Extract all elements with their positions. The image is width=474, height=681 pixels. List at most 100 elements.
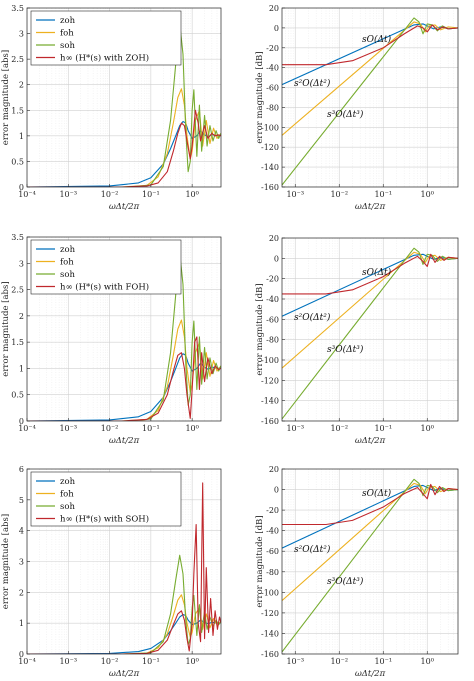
y-axis-label: error magnitude [dB]: [255, 51, 265, 143]
order-annotation: s³O(Δt³): [327, 576, 364, 587]
x-tick-label: 10⁻²: [101, 190, 119, 199]
legend-label-hinf: h∞ (H*(s) with SOH): [60, 514, 149, 525]
y-tick-label: -60: [266, 547, 279, 556]
y-tick-label: 2: [19, 588, 24, 597]
y-tick-label: 0: [19, 650, 24, 659]
series-hinf: [27, 336, 221, 421]
order-annotation: s²O(Δt²): [294, 544, 331, 555]
x-axis-label: ωΔt/2π: [355, 202, 386, 212]
y-tick-label: -40: [266, 64, 279, 73]
y-tick-label: -80: [266, 103, 279, 112]
chart-3: 10⁻⁴ 10⁻³ 10⁻² 10⁻¹ 10⁰ 0 0.5 1 1.5 2 2.5 3 3.5 ωΔt/2…: [1, 233, 222, 446]
x-tick-label: 10⁰: [185, 190, 198, 199]
y-axis-label: error magnitude [abs]: [1, 50, 11, 145]
x-tick-label: 10⁻⁴: [18, 657, 36, 666]
y-tick-label: -120: [261, 609, 279, 618]
legend-label-foh: foh: [60, 29, 74, 39]
y-tick-label: -160: [261, 650, 279, 659]
series-group: [27, 252, 221, 421]
x-axis-label: ωΔt/2π: [355, 436, 386, 446]
series-soh: [27, 252, 221, 421]
grid: [282, 469, 458, 654]
x-tick-label: 10⁻³: [59, 424, 77, 433]
y-tick-label: 2.5: [11, 286, 24, 295]
y-tick-label: 20: [269, 465, 279, 474]
y-tick-label: 0: [274, 254, 279, 263]
x-tick-label: 10⁰: [421, 657, 434, 666]
legend: zoh foh soh h∞ (H*(s) with SOH): [30, 471, 182, 527]
x-tick-label: 10⁻⁴: [18, 424, 36, 433]
series-soh: [282, 247, 458, 420]
legend-box: [30, 10, 182, 66]
y-tick-label: 0: [274, 24, 279, 33]
order-annotation: s³O(Δt³): [327, 344, 364, 355]
chart-2: 10⁻³ 10⁻² 10⁻¹ 10⁰ -160 -140 -120 -100 -80 -60 -40…: [255, 4, 459, 212]
y-axis-label: error magnitude [dB]: [255, 283, 265, 375]
legend-label-soh: soh: [60, 270, 75, 280]
x-tick-label: 10⁻³: [59, 657, 77, 666]
plot-area: [282, 8, 458, 187]
y-tick-label: -20: [266, 506, 279, 515]
y-tick-label: -60: [266, 315, 279, 324]
y-tick-label: -100: [261, 588, 279, 597]
legend-label-zoh: zoh: [60, 477, 76, 487]
legend-label-soh: soh: [60, 41, 75, 51]
y-tick-label: 3: [19, 259, 24, 268]
grid: [282, 238, 458, 421]
chart-1: 10⁻⁴ 10⁻³ 10⁻² 10⁻¹ 10⁰ 0 0.5 1 1.5 2 2.5 3 3.5 ωΔt/2…: [1, 4, 222, 212]
legend-box: [30, 239, 182, 295]
x-tick-label: 10⁻²: [101, 424, 119, 433]
y-tick-label: -120: [261, 143, 279, 152]
y-tick-label: -140: [261, 397, 279, 406]
legend-label-foh: foh: [60, 258, 74, 268]
legend-label-hinf: h∞ (H*(s) with ZOH): [60, 53, 149, 64]
y-tick-label: -80: [266, 336, 279, 345]
y-tick-label: -160: [261, 417, 279, 426]
y-tick-label: -140: [261, 163, 279, 172]
axes-box: [26, 236, 222, 422]
axes-box: [281, 468, 459, 655]
y-tick-label: 3.5: [11, 233, 24, 242]
x-tick-label: 10⁻²: [330, 190, 348, 199]
order-annotation: s²O(Δt²): [294, 78, 331, 89]
x-tick-label: 10⁻³: [286, 190, 304, 199]
y-axis-label: error magnitude [abs]: [1, 281, 11, 376]
axes-box: [26, 7, 222, 188]
x-tick-label: 10⁰: [185, 657, 198, 666]
x-tick-label: 10⁻²: [330, 657, 348, 666]
y-tick-label: 0: [19, 183, 24, 192]
y-tick-label: -80: [266, 568, 279, 577]
x-tick-label: 10⁻³: [286, 657, 304, 666]
y-tick-label: -20: [266, 275, 279, 284]
series-hinf: [282, 483, 458, 526]
series-group: [27, 22, 221, 187]
y-tick-label: 6: [19, 465, 24, 474]
x-axis-label: ωΔt/2π: [355, 669, 386, 679]
axes-box: [281, 7, 459, 188]
order-annotation: sO(Δt): [362, 488, 392, 499]
y-tick-label: 1.5: [11, 338, 24, 347]
y-tick-label: -40: [266, 295, 279, 304]
legend-label-zoh: zoh: [60, 245, 76, 255]
y-axis-label: error magnitude [abs]: [1, 514, 11, 609]
y-tick-label: 0.5: [11, 391, 24, 400]
y-tick-label: -60: [266, 84, 279, 93]
y-tick-label: -160: [261, 183, 279, 192]
x-axis-label: ωΔt/2π: [109, 202, 140, 212]
y-tick-label: 0.5: [11, 157, 24, 166]
y-tick-label: 3: [19, 30, 24, 39]
series-hinf: [27, 482, 221, 654]
x-tick-label: 10⁻³: [59, 190, 77, 199]
order-annotation: sO(Δt): [362, 267, 392, 278]
x-tick-label: 10⁻¹: [142, 190, 160, 199]
legend-box: [30, 471, 182, 527]
y-tick-label: 1: [19, 364, 24, 373]
y-tick-label: 20: [269, 234, 279, 243]
y-tick-label: 2: [19, 312, 24, 321]
x-tick-label: 10⁻¹: [374, 424, 392, 433]
y-tick-label: 3.5: [11, 4, 24, 13]
axes-box: [281, 237, 459, 422]
legend: zoh foh soh h∞ (H*(s) with ZOH): [30, 10, 182, 66]
legend-label-hinf: h∞ (H*(s) with FOH): [60, 282, 149, 293]
